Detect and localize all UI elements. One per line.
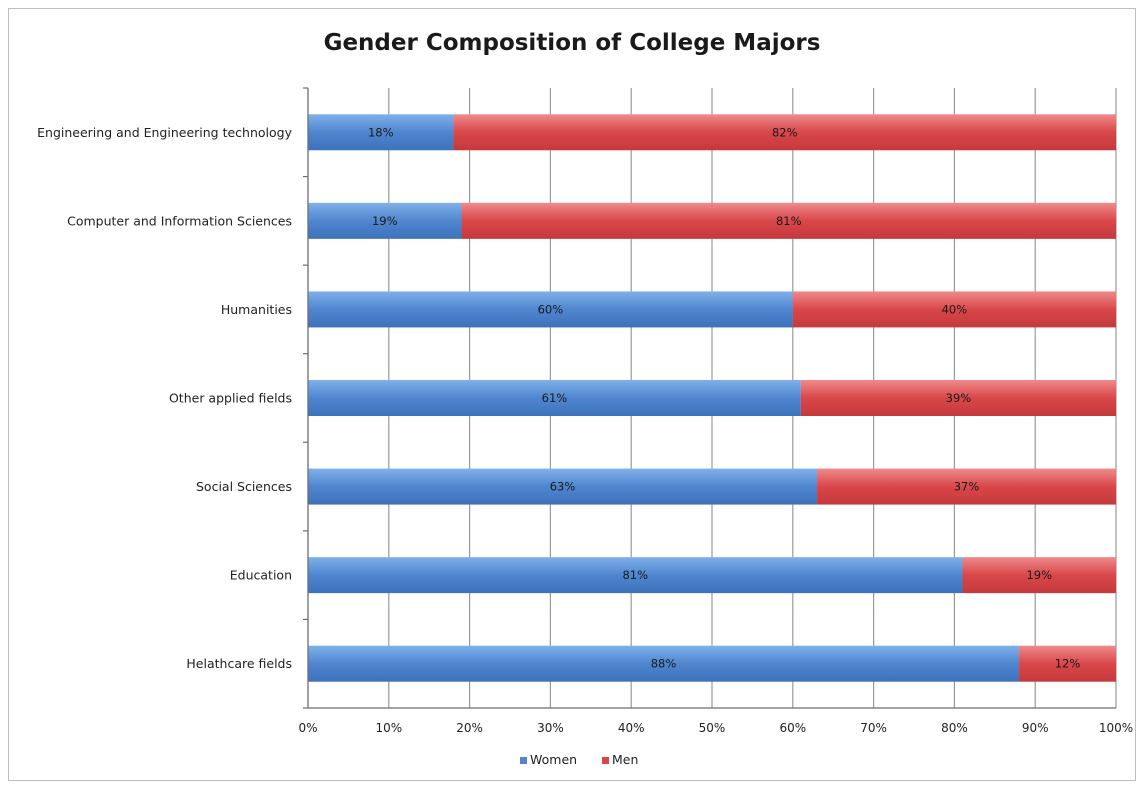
data-label: 39%	[946, 391, 972, 405]
x-tick-label: 30%	[537, 721, 564, 735]
data-label: 19%	[372, 214, 398, 228]
data-label: 88%	[651, 657, 677, 671]
data-label: 81%	[622, 568, 648, 582]
category-label: Other applied fields	[169, 391, 292, 406]
category-label: Social Sciences	[196, 479, 292, 494]
bar-men	[817, 468, 1116, 505]
category-label: Humanities	[221, 302, 292, 317]
x-tick-label: 40%	[618, 721, 645, 735]
x-tick-label: 20%	[456, 721, 483, 735]
x-tick-label: 10%	[375, 721, 402, 735]
bar-women	[308, 645, 1020, 682]
bar-women	[308, 202, 462, 239]
chart-title: Gender Composition of College Majors	[323, 30, 821, 56]
bar-women	[308, 468, 818, 505]
bar-men	[453, 114, 1116, 151]
x-tick-label: 90%	[1022, 721, 1049, 735]
data-label: 81%	[776, 214, 802, 228]
data-label: 60%	[538, 302, 564, 316]
x-tick-label: 50%	[699, 721, 726, 735]
data-label: 12%	[1055, 657, 1081, 671]
x-tick-label: 100%	[1099, 721, 1133, 735]
x-tick-label: 70%	[860, 721, 887, 735]
category-label: Computer and Information Sciences	[67, 213, 292, 228]
bar-women	[308, 380, 801, 416]
data-label: 82%	[772, 125, 798, 139]
bar-women	[308, 557, 963, 594]
data-label: 19%	[1026, 568, 1052, 582]
data-label: 18%	[368, 125, 394, 139]
data-label: 37%	[954, 480, 980, 494]
data-label: 61%	[542, 391, 568, 405]
bar-women	[308, 114, 454, 151]
legend-swatch-women	[520, 757, 527, 764]
data-label: 40%	[942, 302, 968, 316]
x-tick-label: 60%	[779, 721, 806, 735]
bar-men	[962, 557, 1116, 594]
bar-men	[1019, 645, 1116, 682]
bar-men	[800, 380, 1116, 416]
x-tick-label: 0%	[298, 721, 317, 735]
legend-label: Women	[530, 752, 577, 767]
category-label: Helathcare fields	[186, 656, 292, 671]
data-label: 63%	[550, 480, 576, 494]
bar-women	[308, 291, 793, 328]
legend-swatch-men	[602, 757, 609, 764]
bar-men	[792, 291, 1116, 328]
x-tick-label: 80%	[941, 721, 968, 735]
category-label: Engineering and Engineering technology	[37, 125, 292, 140]
category-label: Education	[230, 568, 292, 583]
bar-men	[461, 202, 1116, 239]
legend-label: Men	[612, 752, 638, 767]
